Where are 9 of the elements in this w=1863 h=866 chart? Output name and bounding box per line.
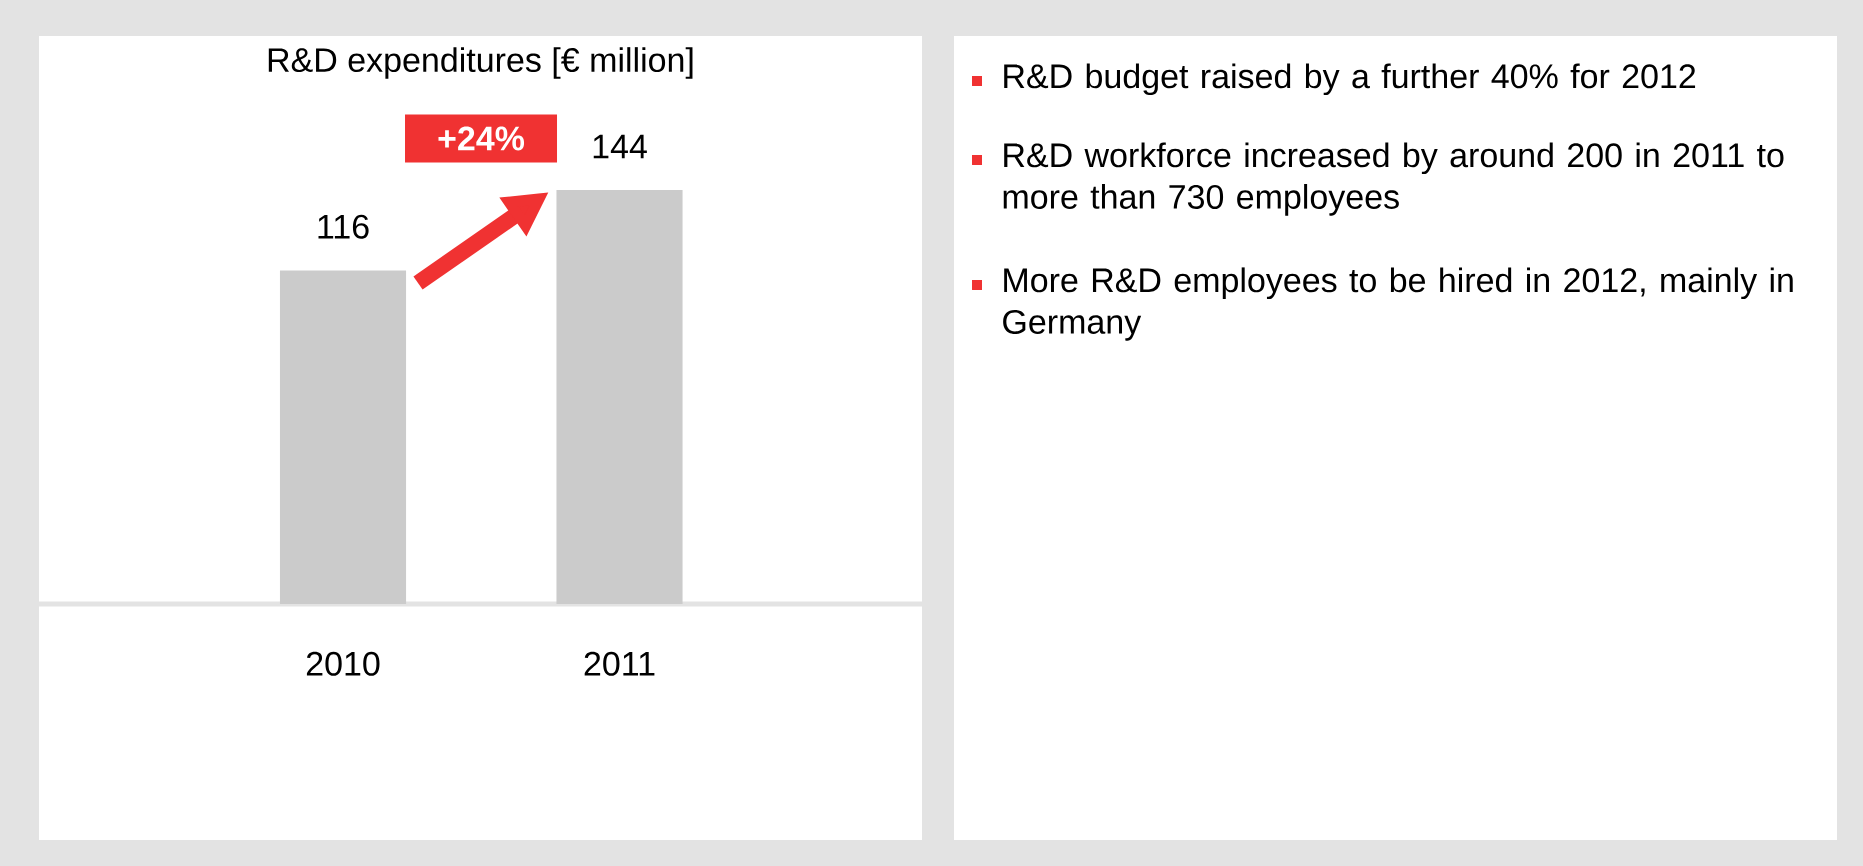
chart-title: R&D expenditures [€ million] bbox=[268, 47, 693, 79]
text: R&D workforce increased by around 200 in 2011 to more than 730 employees bbox=[1003, 142, 1784, 216]
x-tick-label: 2011 bbox=[584, 651, 655, 676]
text: R&D budget raised by a further 40% for 2012 bbox=[1004, 63, 1696, 96]
data-label: 116 bbox=[318, 214, 369, 239]
x-tick-label: 2010 bbox=[306, 651, 380, 676]
text: +24% bbox=[438, 126, 525, 151]
text: More R&D employees to be hired in 2012, mainly in Germany bbox=[1003, 267, 1793, 341]
data-label: 144 bbox=[593, 134, 647, 159]
